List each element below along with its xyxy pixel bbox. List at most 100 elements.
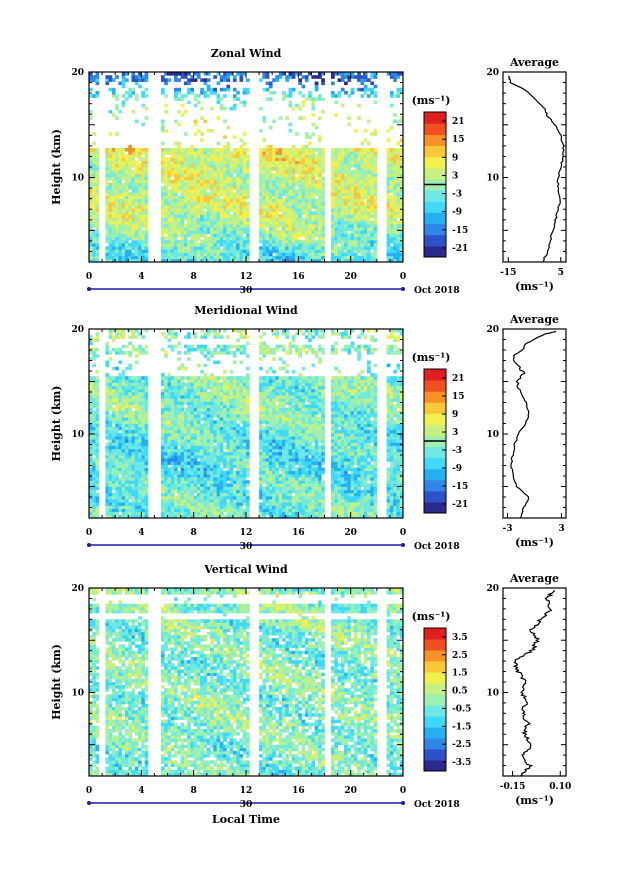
heatmap-cell: [308, 255, 312, 260]
heatmap-cell: [236, 217, 240, 222]
heatmap-cell: [138, 227, 142, 231]
heatmap-cell: [115, 414, 119, 418]
heatmap-cell: [183, 429, 188, 434]
heatmap-cell: [347, 217, 352, 222]
heatmap-cell: [223, 217, 227, 222]
heatmap-cell: [118, 182, 123, 187]
heatmap-cell: [125, 72, 129, 76]
heatmap-cell: [177, 173, 181, 177]
heatmap-cell: [219, 205, 224, 209]
heatmap-cell: [360, 170, 365, 174]
heatmap-cell: [200, 189, 204, 193]
heatmap-cell: [174, 236, 178, 241]
heatmap-cell: [134, 217, 139, 222]
heatmap-cell: [295, 211, 299, 215]
heatmap-cell: [144, 179, 149, 184]
heatmap-cell: [196, 201, 201, 206]
heatmap-cell: [134, 208, 139, 212]
heatmap-cell: [370, 72, 374, 76]
heatmap-cell: [285, 255, 289, 260]
heatmap-cell: [170, 252, 175, 257]
heatmap-cell: [298, 170, 302, 174]
heatmap-cell: [105, 198, 110, 203]
heatmap-cell: [170, 461, 175, 465]
heatmap-cell: [138, 483, 142, 487]
heatmap-cell: [118, 198, 123, 203]
heatmap-cell: [177, 455, 181, 459]
heatmap-cell: [334, 214, 338, 219]
heatmap-cell: [174, 508, 178, 513]
heatmap-cell: [170, 154, 175, 158]
heatmap-cell: [167, 179, 172, 184]
heatmap-cell: [288, 72, 293, 76]
heatmap-cell: [318, 179, 322, 184]
heatmap-cell: [174, 382, 178, 387]
heatmap-cell: [373, 163, 378, 168]
average-profile-line: [507, 75, 565, 263]
heatmap-cell: [187, 464, 191, 468]
heatmap-cell: [161, 192, 165, 196]
heatmap-cell: [331, 170, 335, 174]
heatmap-cell: [111, 445, 116, 450]
heatmap-cell: [219, 217, 224, 222]
heatmap-cell: [203, 195, 208, 200]
heatmap-cell: [95, 201, 100, 206]
heatmap-cell: [128, 477, 132, 481]
heatmap-cell: [389, 211, 394, 215]
heatmap-cell: [138, 398, 142, 402]
heatmap-cell: [229, 252, 234, 257]
heatmap-cell: [118, 167, 123, 171]
heatmap-cell: [121, 505, 126, 509]
heatmap-cell: [118, 410, 123, 415]
heatmap-cell: [180, 214, 185, 219]
heatmap-cell: [321, 182, 325, 187]
heatmap-cell: [262, 227, 267, 231]
heatmap-cell: [340, 230, 345, 234]
heatmap-cell: [193, 255, 198, 260]
heatmap-cell: [118, 220, 123, 225]
heatmap-cell: [115, 335, 119, 339]
heatmap-cell: [203, 239, 208, 244]
heatmap-cell: [190, 414, 195, 418]
heatmap-cell: [370, 176, 374, 181]
heatmap-cell: [164, 220, 168, 225]
heatmap-cell: [367, 249, 371, 253]
heatmap-cell: [363, 201, 368, 206]
heatmap-cell: [285, 167, 289, 171]
heatmap-cell: [183, 81, 188, 86]
heatmap-cell: [200, 407, 204, 412]
heatmap-cell: [223, 255, 227, 260]
heatmap-cell: [236, 170, 240, 174]
heatmap-cell: [187, 401, 191, 405]
heatmap-cell: [282, 214, 286, 219]
heatmap-cell: [219, 214, 224, 219]
heatmap-cell: [350, 236, 355, 241]
heatmap-cell: [200, 379, 204, 383]
heatmap-cell: [298, 198, 302, 203]
heatmap-cell: [187, 344, 191, 349]
heatmap-cell: [268, 81, 273, 86]
heatmap-cell: [161, 208, 165, 212]
heatmap-cell: [298, 173, 302, 177]
heatmap-cell: [363, 220, 368, 225]
heatmap-cell: [131, 192, 136, 196]
heatmap-cell: [125, 163, 129, 168]
heatmap-cell: [203, 480, 208, 484]
heatmap-cell: [393, 236, 397, 241]
heatmap-cell: [187, 170, 191, 174]
heatmap-cell: [321, 236, 325, 241]
heatmap-cell: [196, 176, 201, 181]
heatmap-cell: [134, 464, 139, 468]
heatmap-cell: [282, 91, 286, 95]
heatmap-cell: [121, 486, 126, 491]
heatmap-cell: [89, 157, 93, 162]
heatmap-cell: [226, 173, 231, 177]
heatmap-cell: [236, 154, 240, 158]
heatmap-cell: [389, 91, 394, 95]
heatmap-cell: [331, 243, 335, 247]
heatmap-cell: [144, 461, 149, 465]
heatmap-cell: [399, 208, 404, 212]
heatmap-cell: [334, 246, 338, 250]
heatmap-cell: [268, 170, 273, 174]
heatmap-cell: [161, 211, 165, 215]
